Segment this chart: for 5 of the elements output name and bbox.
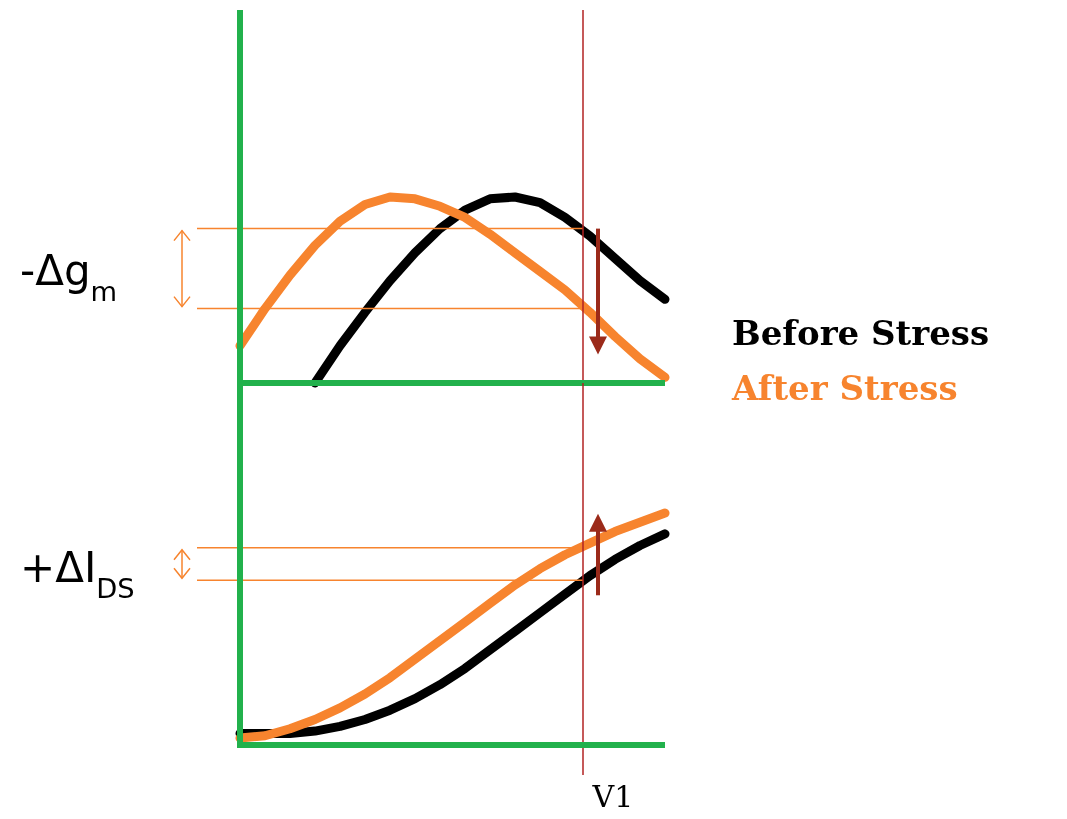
text: V1 <box>591 779 634 814</box>
text: Before Stress <box>732 313 990 353</box>
text: +ΔI$_{DS}$ <box>20 543 135 604</box>
series-label: After Stress <box>731 368 958 408</box>
text: -Δg$_{m}$ <box>20 246 118 307</box>
